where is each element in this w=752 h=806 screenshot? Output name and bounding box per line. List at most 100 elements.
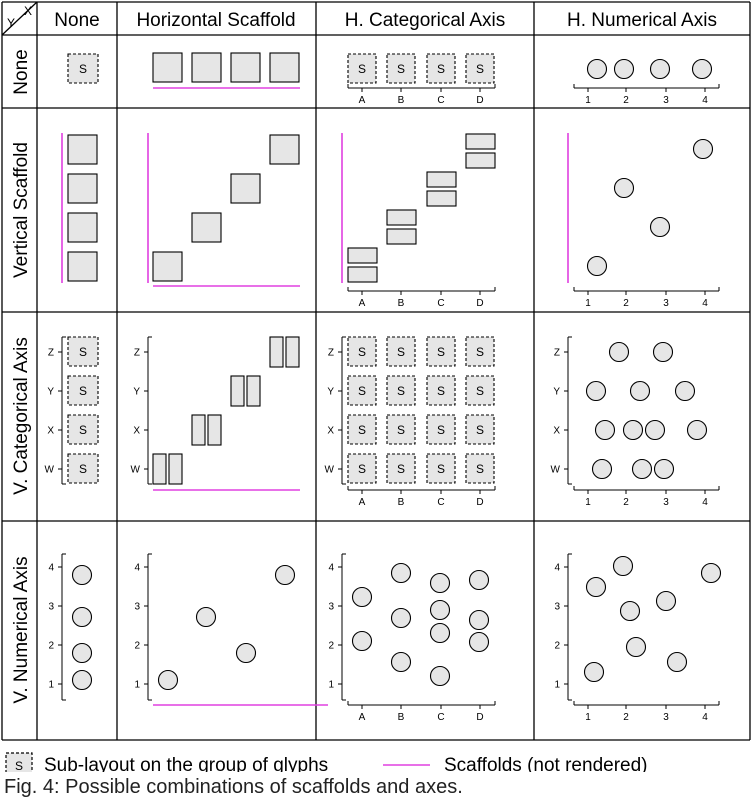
v-axis-tick-label: 2 <box>328 641 334 652</box>
sublayout-box <box>465 453 495 484</box>
glyph-rect <box>386 228 417 245</box>
sublayout-box <box>426 375 456 406</box>
row-header-v-numerical-axis: V. Numerical Axis <box>11 556 32 703</box>
glyph-rect <box>426 190 457 207</box>
h-axis-tick-label: 2 <box>623 712 629 723</box>
sublayout-label: S <box>437 423 445 437</box>
glyph-circle <box>625 636 647 658</box>
v-axis-tick-label: 2 <box>134 641 140 652</box>
sublayout-box <box>347 453 377 484</box>
v-axis-tick-label: Y <box>133 387 140 398</box>
glyph-circle <box>622 419 644 441</box>
legend-sublayout-label: Sub-layout on the group of glyphs <box>44 755 328 772</box>
v-axis-tick-label: Y <box>47 387 54 398</box>
h-axis-tick-label: A <box>359 95 366 106</box>
glyph-circle <box>586 58 608 80</box>
legend-scaffold-label: Scaffolds (not rendered) <box>444 755 648 772</box>
sublayout-label: S <box>437 345 445 359</box>
sublayout-box <box>386 414 416 445</box>
h-axis-tick-label: 1 <box>585 497 591 508</box>
h-axis-tick-label: 3 <box>663 497 669 508</box>
col-header-h-numerical-axis: H. Numerical Axis <box>567 10 717 31</box>
sublayout-label: S <box>397 62 405 76</box>
h-axis-tick-label: C <box>437 95 444 106</box>
sublayout-box <box>465 53 495 84</box>
col-header-horizontal-scaffold: Horizontal Scaffold <box>136 10 295 31</box>
glyph-circle <box>71 669 93 691</box>
glyph-circle <box>71 564 93 586</box>
glyph-circle <box>686 419 708 441</box>
v-axis-tick-label: 4 <box>554 563 560 574</box>
v-axis-tick-label: W <box>45 465 55 476</box>
sublayout-box <box>386 375 416 406</box>
glyph-circle <box>653 458 675 480</box>
sublayout-label: S <box>79 384 87 398</box>
glyph-circle <box>629 380 651 402</box>
v-axis-tick-label: Z <box>48 348 54 359</box>
v-axis-tick-label: 2 <box>554 641 560 652</box>
glyph-circle <box>649 58 671 80</box>
glyph-rect <box>191 414 206 446</box>
legend-sublayout-symbol-box <box>5 752 33 772</box>
h-axis-tick-label: B <box>398 95 405 106</box>
v-axis-tick-label: 1 <box>134 680 140 691</box>
glyph-circle <box>157 669 179 691</box>
v-axis-tick-label: 1 <box>328 680 334 691</box>
h-axis-tick-label: D <box>476 497 483 508</box>
glyph-rect <box>191 52 222 83</box>
glyph-circle <box>351 586 373 608</box>
glyph-circle <box>235 642 257 664</box>
glyph-circle <box>652 341 674 363</box>
sublayout-label: S <box>437 62 445 76</box>
glyph-circle <box>468 609 490 631</box>
sublayout-box <box>67 414 99 445</box>
h-axis-tick-label: B <box>398 298 405 309</box>
glyph-rect <box>230 173 261 204</box>
v-axis-tick-label: Z <box>328 348 334 359</box>
h-axis-tick-label: B <box>398 712 405 723</box>
glyph-circle <box>649 216 671 238</box>
sublayout-label: S <box>358 384 366 398</box>
v-axis-tick-label: W <box>325 465 335 476</box>
h-axis-tick-label: 3 <box>663 712 669 723</box>
sublayout-box <box>386 53 416 84</box>
v-axis-tick-label: 4 <box>48 563 54 574</box>
h-axis-tick-label: C <box>437 712 444 723</box>
sublayout-label: S <box>437 384 445 398</box>
glyph-circle <box>71 642 93 664</box>
glyph-circle <box>674 380 696 402</box>
v-axis-tick-label: 3 <box>134 602 140 613</box>
sublayout-label: S <box>79 423 87 437</box>
h-axis-tick-label: 4 <box>702 298 708 309</box>
v-axis-tick-label: 4 <box>134 563 140 574</box>
glyph-rect <box>269 134 300 165</box>
v-axis-tick-label: 3 <box>48 602 54 613</box>
v-axis-tick-label: 1 <box>554 680 560 691</box>
glyph-rect <box>168 453 183 485</box>
figure-caption: Fig. 4: Possible combinations of scaffol… <box>4 776 463 798</box>
sublayout-label: S <box>397 423 405 437</box>
glyph-circle <box>691 58 713 80</box>
h-axis-tick-label: 4 <box>702 712 708 723</box>
glyph-circle <box>692 138 714 160</box>
sublayout-label: S <box>476 345 484 359</box>
sublayout-box <box>347 375 377 406</box>
sublayout-box <box>67 453 99 484</box>
glyph-circle <box>429 572 451 594</box>
layout-matrix-diagram: Y X None Horizontal Scaffold H. Categori… <box>1 1 751 772</box>
v-axis-tick-label: X <box>327 426 334 437</box>
glyph-circle <box>666 651 688 673</box>
sublayout-label: S <box>476 384 484 398</box>
sublayout-box <box>465 375 495 406</box>
sublayout-box <box>347 53 377 84</box>
h-axis-tick-label: B <box>398 497 405 508</box>
glyph-rect <box>269 52 300 83</box>
sublayout-label: S <box>397 384 405 398</box>
h-axis-tick-label: A <box>359 712 366 723</box>
h-axis-tick-label: 4 <box>702 95 708 106</box>
glyph-circle <box>583 661 605 683</box>
h-axis-tick-label: 3 <box>663 95 669 106</box>
glyph-circle <box>585 380 607 402</box>
glyph-rect <box>67 251 98 282</box>
v-axis-tick-label: X <box>133 426 140 437</box>
